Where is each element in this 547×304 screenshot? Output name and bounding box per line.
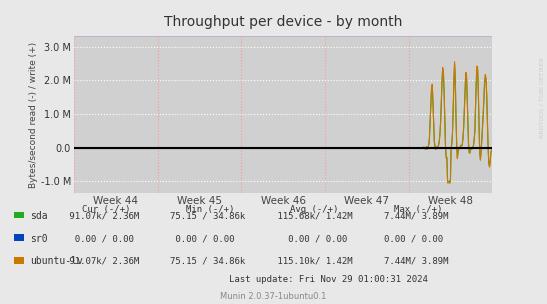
Text: Throughput per device - by month: Throughput per device - by month xyxy=(164,15,402,29)
Text: 7.44M/ 3.89M: 7.44M/ 3.89M xyxy=(383,257,453,266)
Y-axis label: Bytes/second read (-) / write (+): Bytes/second read (-) / write (+) xyxy=(29,42,38,188)
Text: 0.00 / 0.00: 0.00 / 0.00 xyxy=(170,234,251,243)
Text: Min (-/+): Min (-/+) xyxy=(187,205,235,214)
Text: sr0: sr0 xyxy=(30,234,48,244)
Text: 91.07k/ 2.36M: 91.07k/ 2.36M xyxy=(63,257,150,266)
Text: 115.68k/ 1.42M: 115.68k/ 1.42M xyxy=(271,211,358,220)
Text: Avg (-/+): Avg (-/+) xyxy=(290,205,339,214)
Text: Last update: Fri Nov 29 01:00:31 2024: Last update: Fri Nov 29 01:00:31 2024 xyxy=(229,275,428,284)
Text: 91.07k/ 2.36M: 91.07k/ 2.36M xyxy=(63,211,150,220)
Text: Cur (-/+): Cur (-/+) xyxy=(83,205,131,214)
Text: 75.15 / 34.86k: 75.15 / 34.86k xyxy=(170,211,251,220)
Text: ubuntu-lv: ubuntu-lv xyxy=(30,257,83,266)
Text: 75.15 / 34.86k: 75.15 / 34.86k xyxy=(170,257,251,266)
Text: RRDTOOL / TOBI OETIKER: RRDTOOL / TOBI OETIKER xyxy=(539,57,544,138)
Text: Max (-/+): Max (-/+) xyxy=(394,205,443,214)
Text: 0.00 / 0.00: 0.00 / 0.00 xyxy=(63,234,150,243)
Text: 0.00 / 0.00: 0.00 / 0.00 xyxy=(271,234,358,243)
Text: 0.00 / 0.00: 0.00 / 0.00 xyxy=(383,234,453,243)
Text: sda: sda xyxy=(30,211,48,221)
Text: 115.10k/ 1.42M: 115.10k/ 1.42M xyxy=(271,257,358,266)
Text: 7.44M/ 3.89M: 7.44M/ 3.89M xyxy=(383,211,453,220)
Text: Munin 2.0.37-1ubuntu0.1: Munin 2.0.37-1ubuntu0.1 xyxy=(220,292,327,301)
